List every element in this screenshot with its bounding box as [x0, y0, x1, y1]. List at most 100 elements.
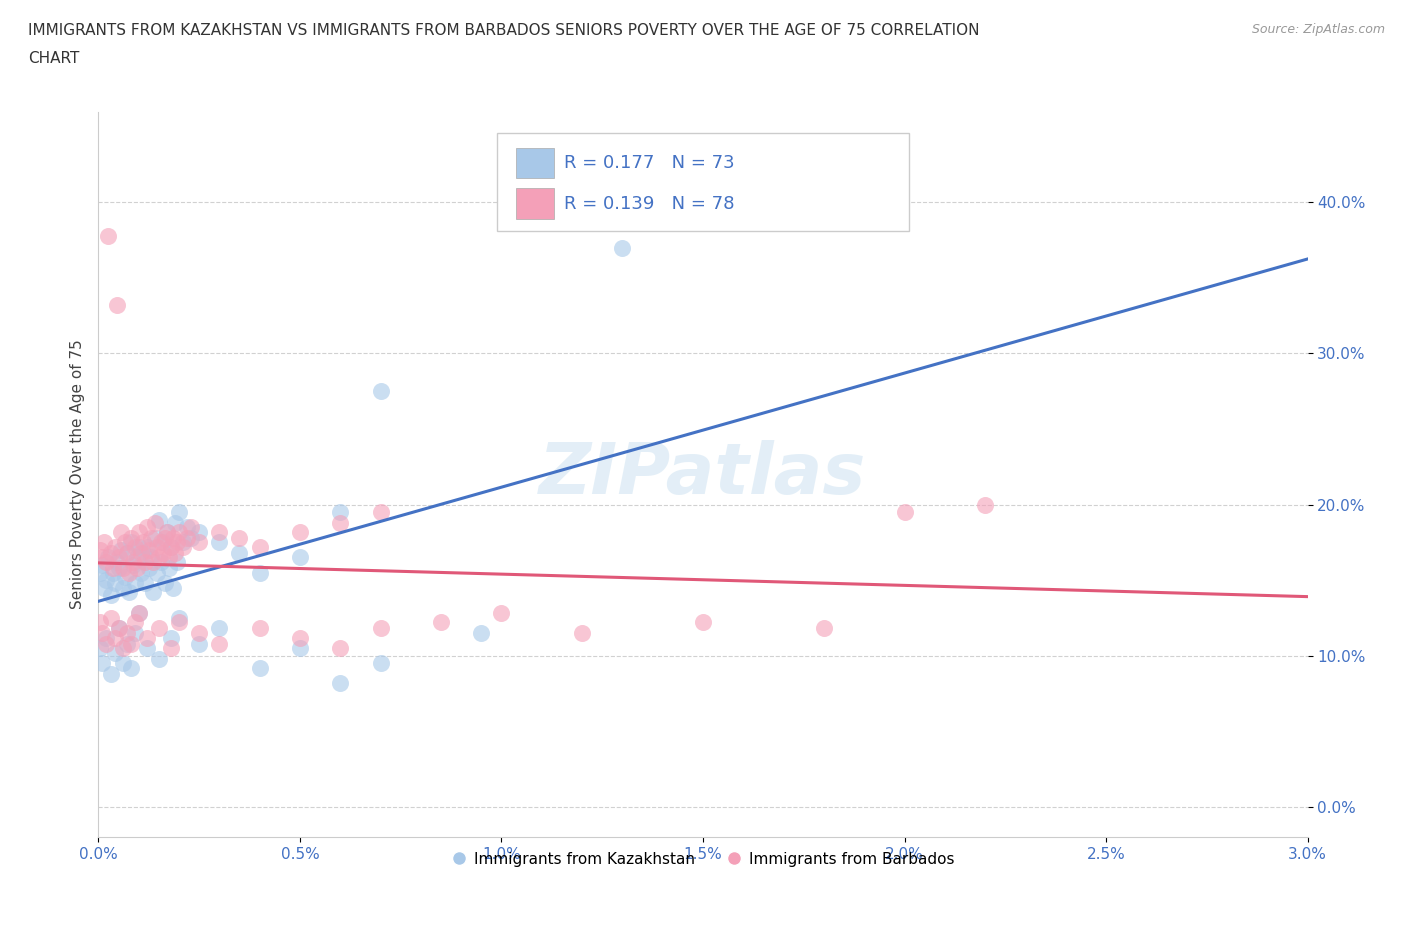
Point: [160, 539, 183, 554]
Point: [103, 576, 125, 591]
Point: [103, 631, 125, 645]
Point: [93, 535, 115, 550]
Point: [125, 561, 148, 576]
Point: [110, 542, 132, 557]
Point: [188, 535, 211, 550]
Point: [121, 558, 143, 573]
Point: [370, 384, 392, 399]
Point: [118, 565, 141, 580]
Point: [111, 580, 134, 595]
Point: [100, 588, 122, 603]
Point: [163, 545, 186, 560]
Point: [152, 535, 174, 550]
Point: [115, 545, 138, 560]
Point: [115, 636, 138, 651]
Point: [208, 525, 231, 539]
Point: [148, 621, 170, 636]
Y-axis label: Seniors Poverty Over the Age of 75: Seniors Poverty Over the Age of 75: [69, 339, 84, 609]
Point: [249, 621, 271, 636]
Point: [156, 525, 179, 539]
Point: [120, 660, 142, 675]
Point: [176, 520, 198, 535]
Point: [128, 606, 150, 621]
Point: [156, 525, 179, 539]
Point: [288, 631, 311, 645]
Point: [208, 535, 231, 550]
Point: [160, 641, 183, 656]
Point: [249, 539, 271, 554]
Point: [101, 565, 124, 580]
Point: [100, 667, 122, 682]
Point: [146, 565, 169, 580]
Point: [91, 550, 114, 565]
Legend: Immigrants from Kazakhstan, Immigrants from Barbados: Immigrants from Kazakhstan, Immigrants f…: [446, 845, 960, 873]
Point: [329, 505, 352, 520]
Point: [91, 656, 114, 671]
Point: [132, 545, 155, 560]
Point: [97, 550, 120, 565]
Point: [139, 530, 162, 545]
Point: [135, 641, 157, 656]
Point: [157, 561, 180, 576]
Point: [139, 550, 162, 565]
Bar: [516, 148, 554, 179]
Point: [166, 535, 188, 550]
Point: [288, 525, 311, 539]
Point: [129, 545, 152, 560]
Point: [115, 626, 138, 641]
Point: [114, 569, 136, 585]
Point: [152, 545, 174, 560]
Point: [91, 626, 114, 641]
Point: [107, 621, 129, 636]
Point: [135, 631, 157, 645]
Point: [124, 576, 146, 591]
Text: R = 0.177   N = 73: R = 0.177 N = 73: [564, 154, 734, 172]
Point: [124, 539, 146, 554]
Point: [124, 626, 146, 641]
Point: [370, 505, 392, 520]
Point: [97, 228, 120, 243]
Point: [138, 561, 160, 576]
Point: [208, 636, 231, 651]
Point: [470, 626, 492, 641]
Point: [430, 615, 453, 630]
Point: [111, 656, 134, 671]
Point: [110, 525, 132, 539]
Point: [167, 525, 190, 539]
Point: [101, 561, 124, 576]
Point: [121, 554, 143, 569]
Point: [125, 550, 148, 565]
Point: [149, 535, 172, 550]
Point: [89, 641, 111, 656]
Point: [188, 525, 211, 539]
Point: [188, 626, 211, 641]
Point: [228, 545, 250, 560]
FancyBboxPatch shape: [498, 133, 908, 232]
Point: [105, 298, 128, 312]
Point: [143, 530, 166, 545]
Point: [180, 530, 202, 545]
Point: [115, 545, 138, 560]
Point: [138, 542, 160, 557]
Point: [163, 515, 186, 530]
Point: [96, 554, 118, 569]
Point: [142, 585, 165, 600]
Point: [132, 535, 155, 550]
Point: [166, 554, 188, 569]
Point: [176, 530, 198, 545]
Point: [96, 636, 118, 651]
Bar: [516, 189, 554, 219]
Point: [89, 615, 111, 630]
Point: [228, 530, 250, 545]
Text: CHART: CHART: [28, 51, 80, 66]
Point: [105, 554, 128, 569]
Point: [167, 610, 190, 625]
Text: IMMIGRANTS FROM KAZAKHSTAN VS IMMIGRANTS FROM BARBADOS SENIORS POVERTY OVER THE : IMMIGRANTS FROM KAZAKHSTAN VS IMMIGRANTS…: [28, 23, 980, 38]
Point: [153, 576, 176, 591]
Point: [162, 580, 184, 595]
Point: [160, 631, 183, 645]
Point: [120, 535, 142, 550]
Point: [180, 520, 202, 535]
Point: [134, 554, 156, 569]
Point: [157, 550, 180, 565]
